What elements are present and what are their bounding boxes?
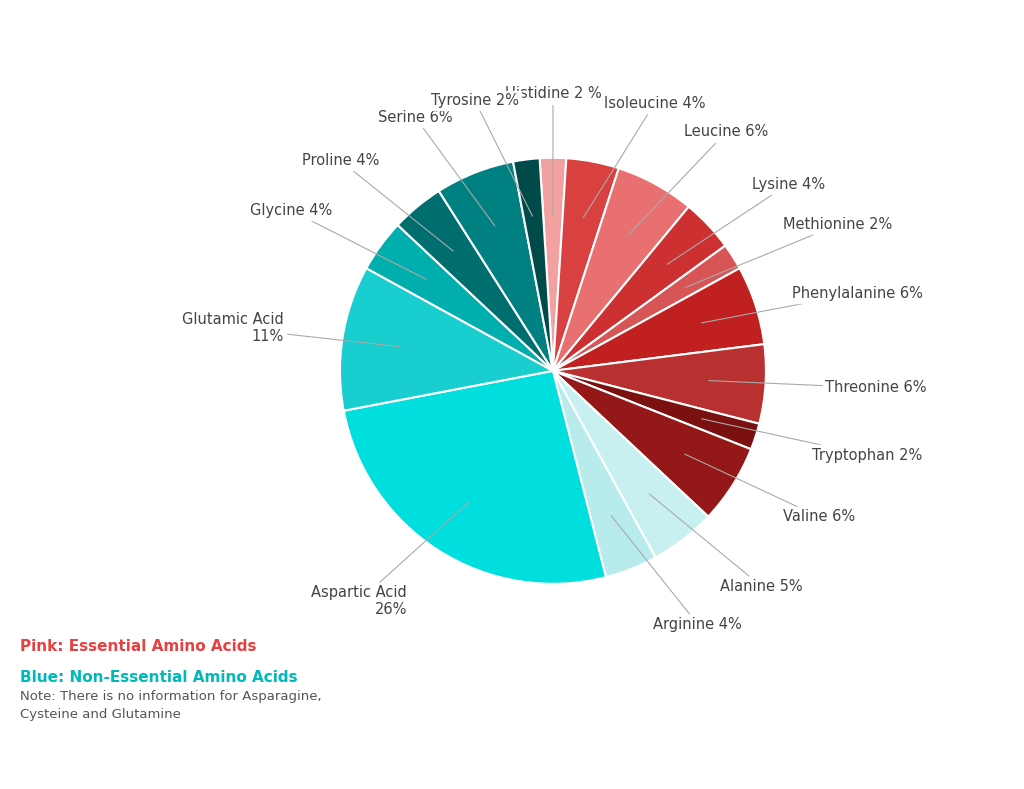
Text: Glutamic Acid
11%: Glutamic Acid 11%	[182, 312, 398, 346]
Text: Threonine 6%: Threonine 6%	[709, 380, 927, 395]
Wedge shape	[553, 371, 709, 558]
Wedge shape	[397, 191, 553, 371]
Text: Methionine 2%: Methionine 2%	[685, 217, 892, 288]
Text: Proline 4%: Proline 4%	[302, 153, 453, 251]
Wedge shape	[553, 371, 655, 577]
Wedge shape	[553, 268, 764, 371]
Wedge shape	[553, 371, 751, 517]
Text: Pink: Essential Amino Acids: Pink: Essential Amino Acids	[20, 639, 257, 654]
Wedge shape	[553, 371, 759, 449]
Text: Phenylalanine 6%: Phenylalanine 6%	[701, 286, 923, 323]
Text: Note: There is no information for Asparagine,
Cysteine and Glutamine: Note: There is no information for Aspara…	[20, 690, 323, 721]
Wedge shape	[540, 158, 566, 371]
Text: Histidine 2 %: Histidine 2 %	[505, 87, 601, 215]
Wedge shape	[344, 371, 606, 584]
Text: Isoleucine 4%: Isoleucine 4%	[583, 95, 706, 218]
Wedge shape	[553, 159, 618, 371]
Wedge shape	[340, 268, 553, 411]
Text: Tyrosine 2%: Tyrosine 2%	[431, 93, 532, 216]
Wedge shape	[367, 225, 553, 371]
Wedge shape	[439, 162, 553, 371]
Text: Leucine 6%: Leucine 6%	[629, 125, 769, 234]
Text: Alanine 5%: Alanine 5%	[649, 494, 803, 594]
Text: Lysine 4%: Lysine 4%	[667, 177, 824, 264]
Wedge shape	[513, 159, 553, 371]
Wedge shape	[553, 168, 689, 371]
Text: Tryptophan 2%: Tryptophan 2%	[701, 419, 923, 462]
Wedge shape	[553, 245, 739, 371]
Text: Serine 6%: Serine 6%	[378, 110, 495, 226]
Text: Aspartic Acid
26%: Aspartic Acid 26%	[311, 502, 469, 617]
Text: Blue: Non-Essential Amino Acids: Blue: Non-Essential Amino Acids	[20, 671, 298, 686]
Text: Arginine 4%: Arginine 4%	[611, 515, 742, 632]
Text: Valine 6%: Valine 6%	[685, 454, 855, 525]
Wedge shape	[553, 344, 766, 424]
Text: Glycine 4%: Glycine 4%	[250, 203, 426, 279]
Wedge shape	[553, 207, 725, 371]
